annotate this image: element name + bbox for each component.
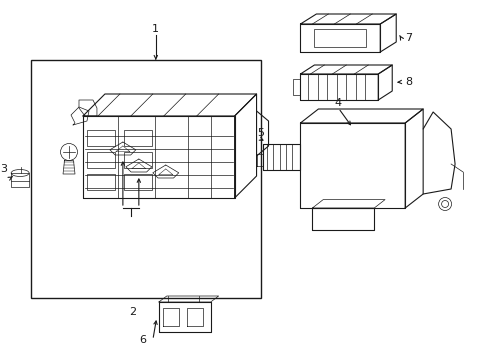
Text: 3: 3: [0, 164, 8, 174]
Text: 5: 5: [257, 128, 264, 138]
Text: 1: 1: [152, 24, 159, 34]
Text: 7: 7: [405, 33, 411, 43]
Text: 8: 8: [405, 77, 411, 87]
Text: 4: 4: [334, 98, 341, 108]
Bar: [123, 174, 151, 190]
Bar: [87, 174, 115, 190]
Bar: [87, 152, 115, 168]
Text: 6: 6: [139, 335, 146, 345]
Text: 2: 2: [129, 307, 136, 317]
Bar: [314, 29, 366, 47]
Bar: [123, 152, 151, 168]
Bar: [31, 60, 260, 298]
Bar: [87, 130, 115, 146]
Bar: [123, 130, 151, 146]
